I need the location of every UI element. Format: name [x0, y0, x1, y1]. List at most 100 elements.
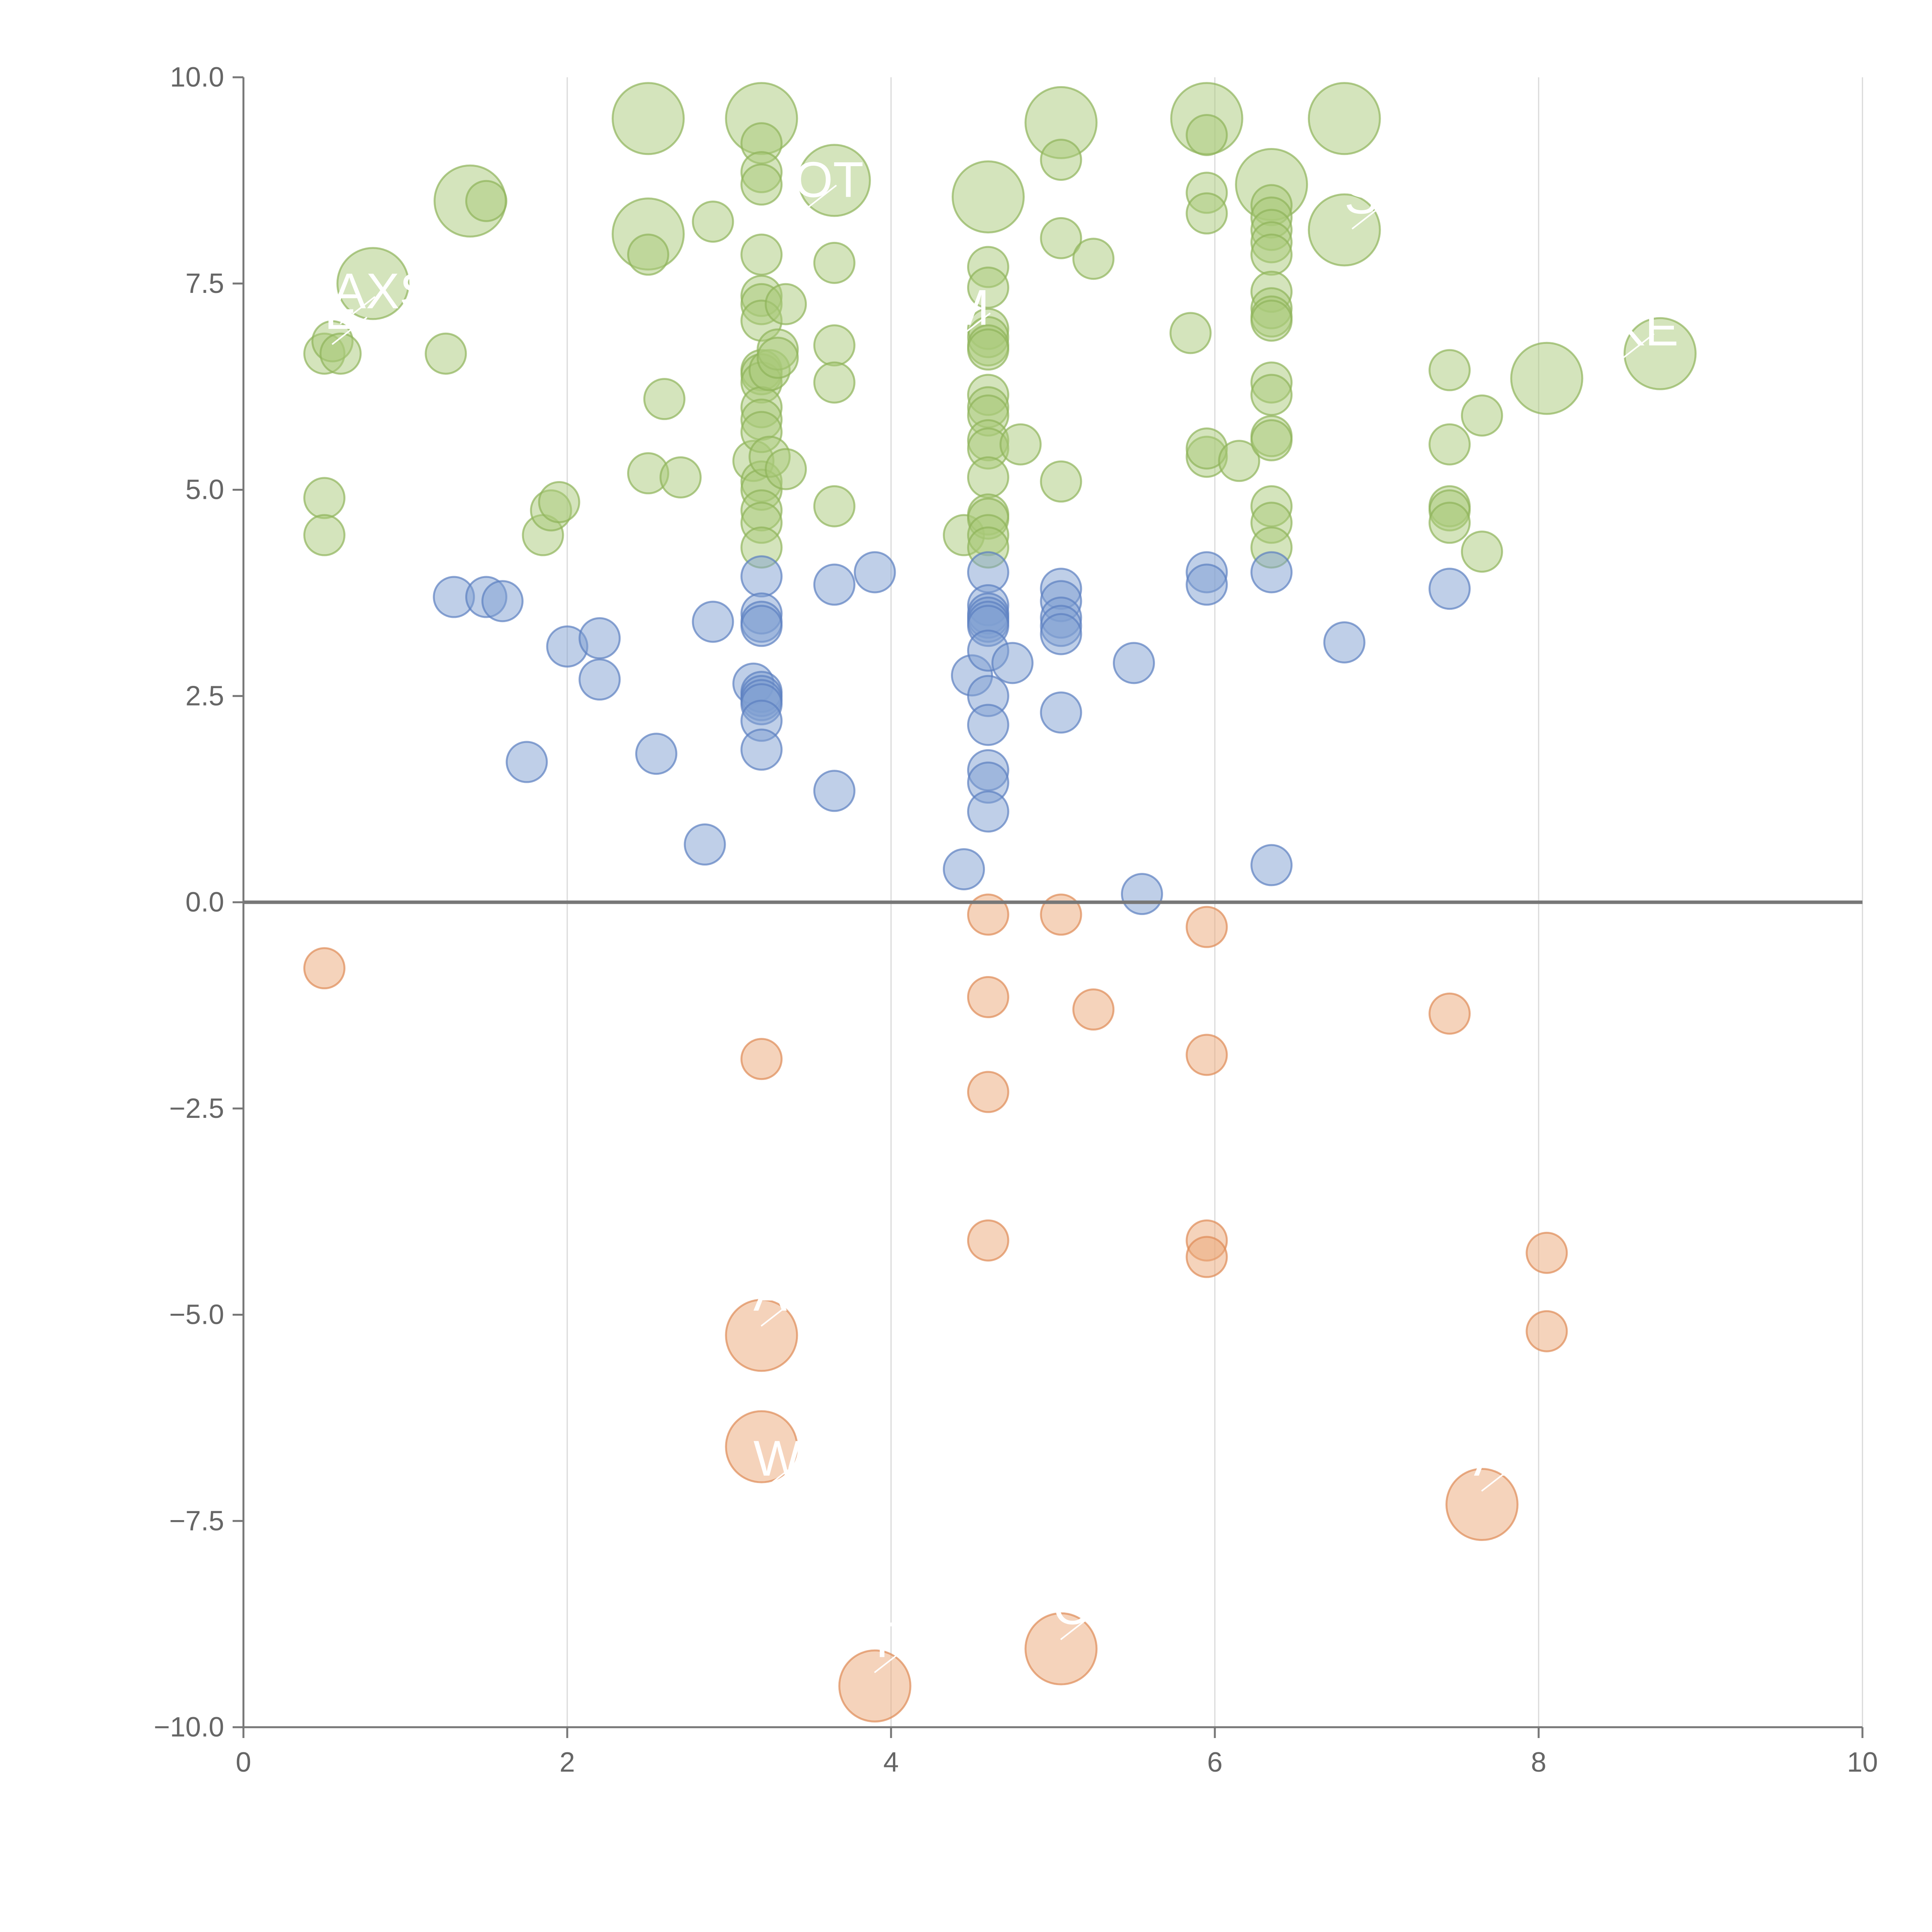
green-bubble	[740, 233, 783, 276]
green-bubble	[1250, 374, 1293, 416]
green-bubble	[643, 378, 685, 420]
green-bubble	[1308, 193, 1381, 267]
annotation-leader	[760, 1463, 797, 1492]
green-bubble	[303, 514, 345, 556]
green-bubble	[1040, 217, 1082, 259]
orange-bubble	[1185, 1236, 1228, 1278]
green-bubble	[612, 82, 685, 155]
green-bubble	[319, 332, 362, 375]
x-tick-label: 8	[1531, 1747, 1546, 1778]
green-bubble	[765, 448, 807, 490]
annotation-label: A	[753, 1265, 787, 1321]
green-bubble	[1185, 114, 1228, 156]
orange-bubble	[740, 1038, 783, 1080]
blue-bubble	[1121, 873, 1163, 915]
annotation-label: OT	[794, 151, 864, 208]
annotation-label: S	[1344, 168, 1378, 224]
blue-bubble	[740, 728, 783, 771]
green-bubble	[1461, 531, 1503, 573]
orange-bubble	[725, 1410, 798, 1483]
green-bubble	[538, 481, 580, 524]
green-bubble	[659, 456, 702, 498]
green-bubble	[813, 361, 855, 404]
orange-bubble	[725, 1299, 798, 1372]
blue-bubble	[505, 741, 548, 783]
annotation-label: E	[325, 283, 358, 340]
green-bubble	[1185, 192, 1228, 235]
blue-bubble	[813, 770, 855, 812]
annotation-leader	[340, 296, 376, 325]
green-bubble	[692, 201, 734, 243]
orange-bubble	[1526, 1231, 1568, 1274]
green-bubble	[465, 180, 507, 222]
green-bubble	[425, 332, 467, 375]
green-bubble	[1072, 238, 1115, 280]
orange-bubble	[967, 976, 1009, 1019]
annotation-leader	[1481, 1463, 1517, 1492]
annotation-label: KE	[1612, 300, 1679, 356]
blue-bubble	[578, 658, 621, 701]
blue-bubble	[635, 733, 677, 775]
green-bubble	[967, 266, 1009, 309]
y-tick-label: 7.5	[185, 268, 224, 299]
blue-bubble	[740, 555, 783, 598]
blue-bubble	[1323, 621, 1366, 663]
orange-bubble	[967, 893, 1009, 936]
blue-bubble	[1250, 551, 1293, 594]
annotation-label: M	[948, 279, 990, 336]
orange-bubble	[1072, 988, 1115, 1031]
green-bubble	[798, 144, 871, 217]
blue-bubble	[1250, 844, 1293, 886]
y-tick-label: −5.0	[169, 1299, 224, 1330]
green-bubble	[1510, 342, 1583, 415]
annotation-label: AXS	[332, 263, 433, 319]
blue-bubble	[854, 551, 896, 594]
green-bubble	[813, 485, 855, 527]
blue-bubble	[684, 823, 726, 866]
x-tick-label: 6	[1207, 1747, 1223, 1778]
orange-bubble	[967, 1219, 1009, 1262]
y-tick-label: 5.0	[185, 474, 224, 505]
y-tick-label: 10.0	[170, 62, 224, 93]
green-bubble	[1429, 349, 1471, 391]
orange-bubble	[1040, 893, 1082, 936]
green-bubble	[757, 337, 799, 379]
blue-bubble	[1040, 613, 1082, 655]
annotation-leader	[1619, 333, 1655, 362]
y-tick-label: −7.5	[169, 1505, 224, 1536]
green-bubble	[951, 160, 1025, 234]
green-bubble	[813, 324, 855, 367]
green-bubble	[1250, 299, 1293, 342]
green-bubble	[1250, 233, 1293, 276]
green-bubble	[1040, 460, 1082, 503]
green-bubble	[1040, 139, 1082, 181]
blue-bubble	[813, 563, 855, 606]
blue-bubble	[692, 600, 734, 643]
blue-bubble	[740, 605, 783, 647]
orange-bubble	[303, 947, 345, 990]
orange-bubble	[1429, 992, 1471, 1035]
blue-bubble	[991, 642, 1034, 684]
green-bubble	[627, 233, 669, 276]
green-bubble	[740, 163, 783, 206]
green-bubble	[813, 242, 855, 284]
points-layer	[303, 82, 1697, 1723]
blue-bubble	[1040, 691, 1082, 734]
green-bubble	[765, 283, 807, 325]
orange-bubble	[967, 1071, 1009, 1113]
annotation-label: A	[1474, 1430, 1507, 1486]
green-bubble	[967, 328, 1009, 371]
blue-bubble	[1429, 568, 1471, 610]
green-bubble	[1623, 317, 1697, 390]
annotation-leader	[955, 312, 991, 341]
y-tick-label: 2.5	[185, 680, 224, 711]
annotation-label: T	[867, 1612, 897, 1668]
annotation-label: O	[1053, 1578, 1092, 1635]
annotation-leader	[760, 1298, 797, 1327]
y-tick-label: −10.0	[154, 1712, 224, 1743]
orange-bubble	[1445, 1468, 1519, 1541]
y-tick-label: 0.0	[185, 887, 224, 918]
x-tick-label: 10	[1847, 1747, 1878, 1778]
blue-bubble	[967, 704, 1009, 746]
